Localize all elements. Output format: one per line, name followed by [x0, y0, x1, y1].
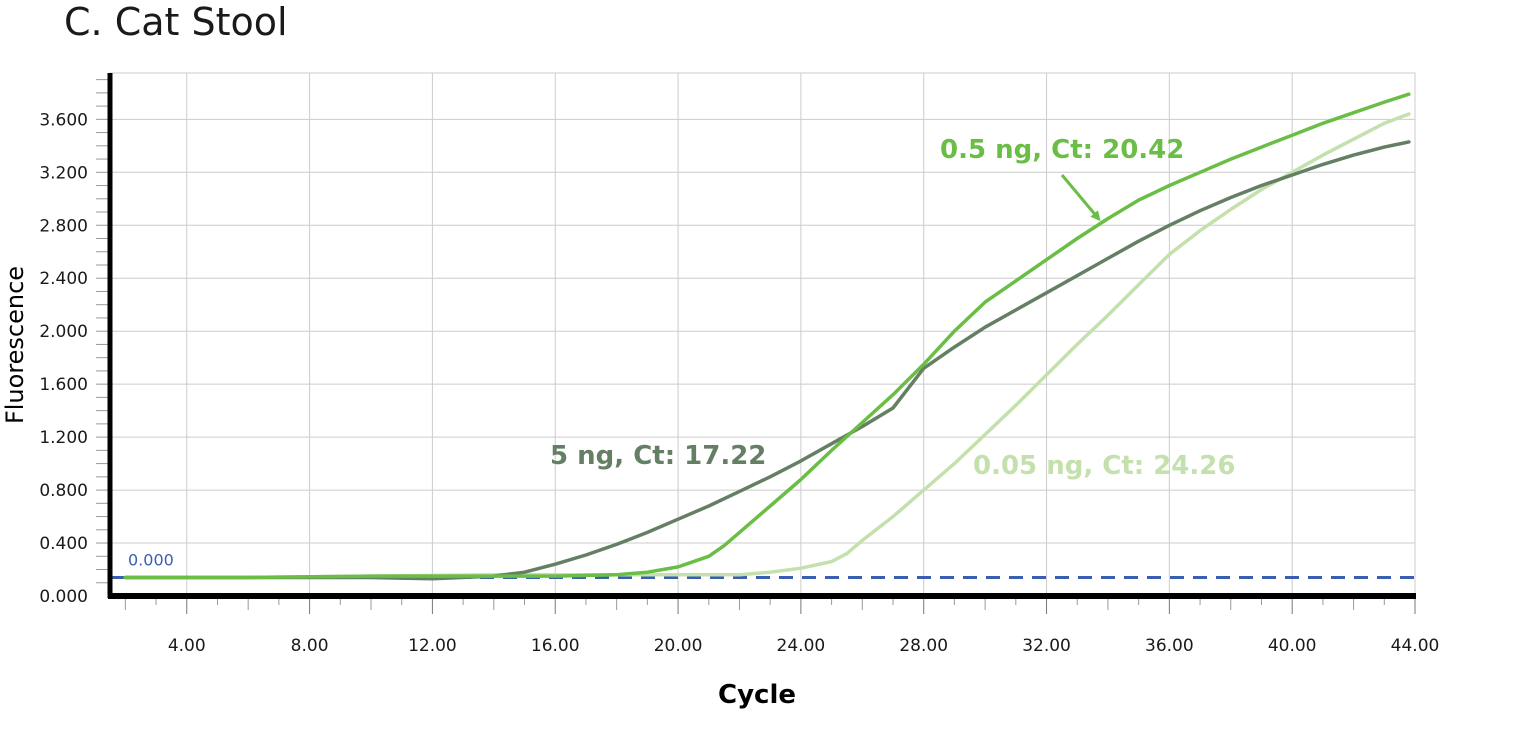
- y-tick-label: 3.600: [39, 110, 88, 130]
- x-tick-label: 44.00: [1391, 636, 1440, 656]
- chart-title: C. Cat Stool: [64, 0, 288, 44]
- y-tick-label: 0.800: [39, 481, 88, 501]
- y-tick-label: 0.000: [39, 587, 88, 607]
- y-tick-label: 2.800: [39, 216, 88, 236]
- threshold-label: 0.000: [128, 550, 174, 569]
- axes: [107, 73, 1416, 599]
- x-tick-label: 16.00: [531, 636, 580, 656]
- y-tick-label: 1.600: [39, 375, 88, 395]
- x-tick-label: 4.00: [168, 636, 206, 656]
- x-tick-label: 12.00: [408, 636, 457, 656]
- x-axis-title: Cycle: [718, 680, 796, 710]
- series-line: [123, 92, 1411, 580]
- y-tick-label: 0.400: [39, 534, 88, 554]
- y-tick-label: 3.200: [39, 163, 88, 183]
- plot-area: [109, 72, 1416, 597]
- x-tick-label: 24.00: [777, 636, 826, 656]
- x-tick-label: 40.00: [1268, 636, 1317, 656]
- annotation-5ng: 5 ng, Ct: 17.22: [550, 441, 766, 471]
- y-axis-title: Fluorescence: [1, 266, 29, 424]
- y-tick-label: 2.000: [39, 322, 88, 342]
- y-tick-label: 2.400: [39, 269, 88, 289]
- series-layer: [123, 92, 1411, 581]
- series-line: [123, 140, 1411, 581]
- tick-labels: 4.00 8.00 12.00 16.00 20.00 24.00 28.00 32.00 36…: [39, 110, 1439, 656]
- annotation-0-5ng: 0.5 ng, Ct: 20.42: [940, 135, 1184, 165]
- x-tick-label: 20.00: [654, 636, 703, 656]
- x-tick-label: 32.00: [1022, 636, 1071, 656]
- annotation-arrow: [1060, 174, 1101, 222]
- x-tick-label: 28.00: [899, 636, 948, 656]
- x-tick-label: 36.00: [1145, 636, 1194, 656]
- x-tick-label: 8.00: [291, 636, 329, 656]
- series-line: [123, 112, 1411, 580]
- y-tick-label: 1.200: [39, 428, 88, 448]
- annotation-0-05ng: 0.05 ng, Ct: 24.26: [973, 451, 1235, 481]
- annotations: 5 ng, Ct: 17.22 0.5 ng, Ct: 20.42 0.05 n…: [550, 135, 1235, 481]
- grid: [110, 73, 1415, 596]
